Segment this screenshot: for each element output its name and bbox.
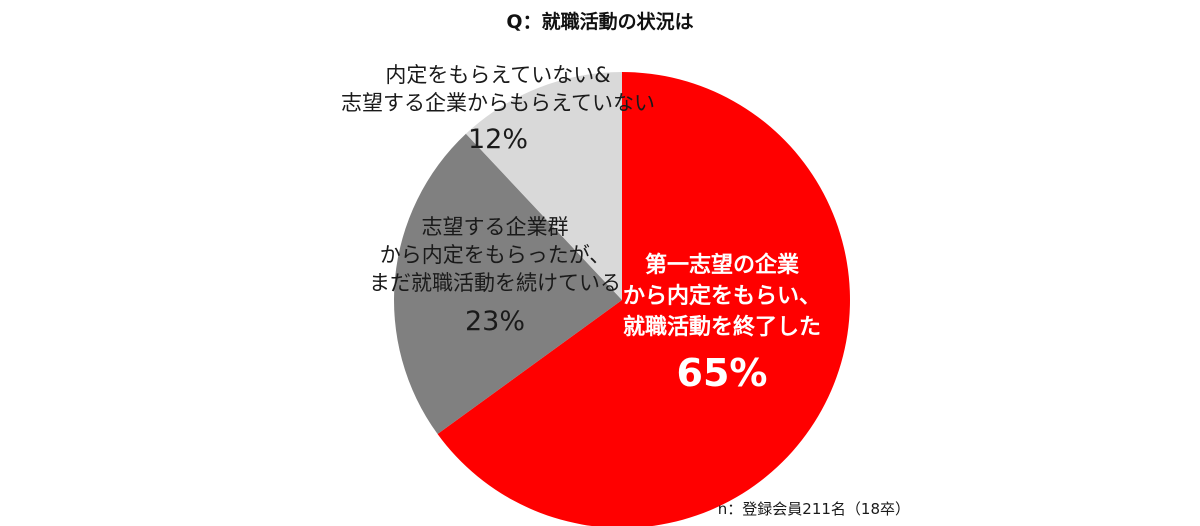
chart-title: Q：就職活動の状況は [506, 10, 693, 33]
slice-2-value-label: 23% [465, 306, 525, 337]
slice-1-label-line-3: 就職活動を終了した [623, 314, 821, 340]
pie-slice-2 [393, 133, 622, 435]
slice-2-label-line-3: まだ就職活動を続けている [369, 271, 621, 295]
sample-size-note: n：登録会員211名（18卒） [718, 500, 910, 518]
slice-2-label-line-1: 志望する企業群 [422, 215, 569, 239]
slice-1-value-label: 65% [677, 351, 768, 395]
pie-slices [393, 72, 850, 526]
pie-slice-3 [465, 72, 622, 300]
slice-1-label-line-2: から内定をもらい、 [623, 283, 821, 309]
slice-3-value-label: 12% [468, 124, 528, 155]
slice-3-label-line-1: 内定をもらえていない& [385, 63, 610, 87]
slice-1-label-line-1: 第一志望の企業 [645, 252, 800, 278]
slice-2-label-line-2: から内定をもらったが、 [380, 243, 611, 267]
pie-slice-1 [437, 72, 850, 526]
slice-3-label-line-2: 志望する企業からもらえていない [341, 91, 655, 115]
